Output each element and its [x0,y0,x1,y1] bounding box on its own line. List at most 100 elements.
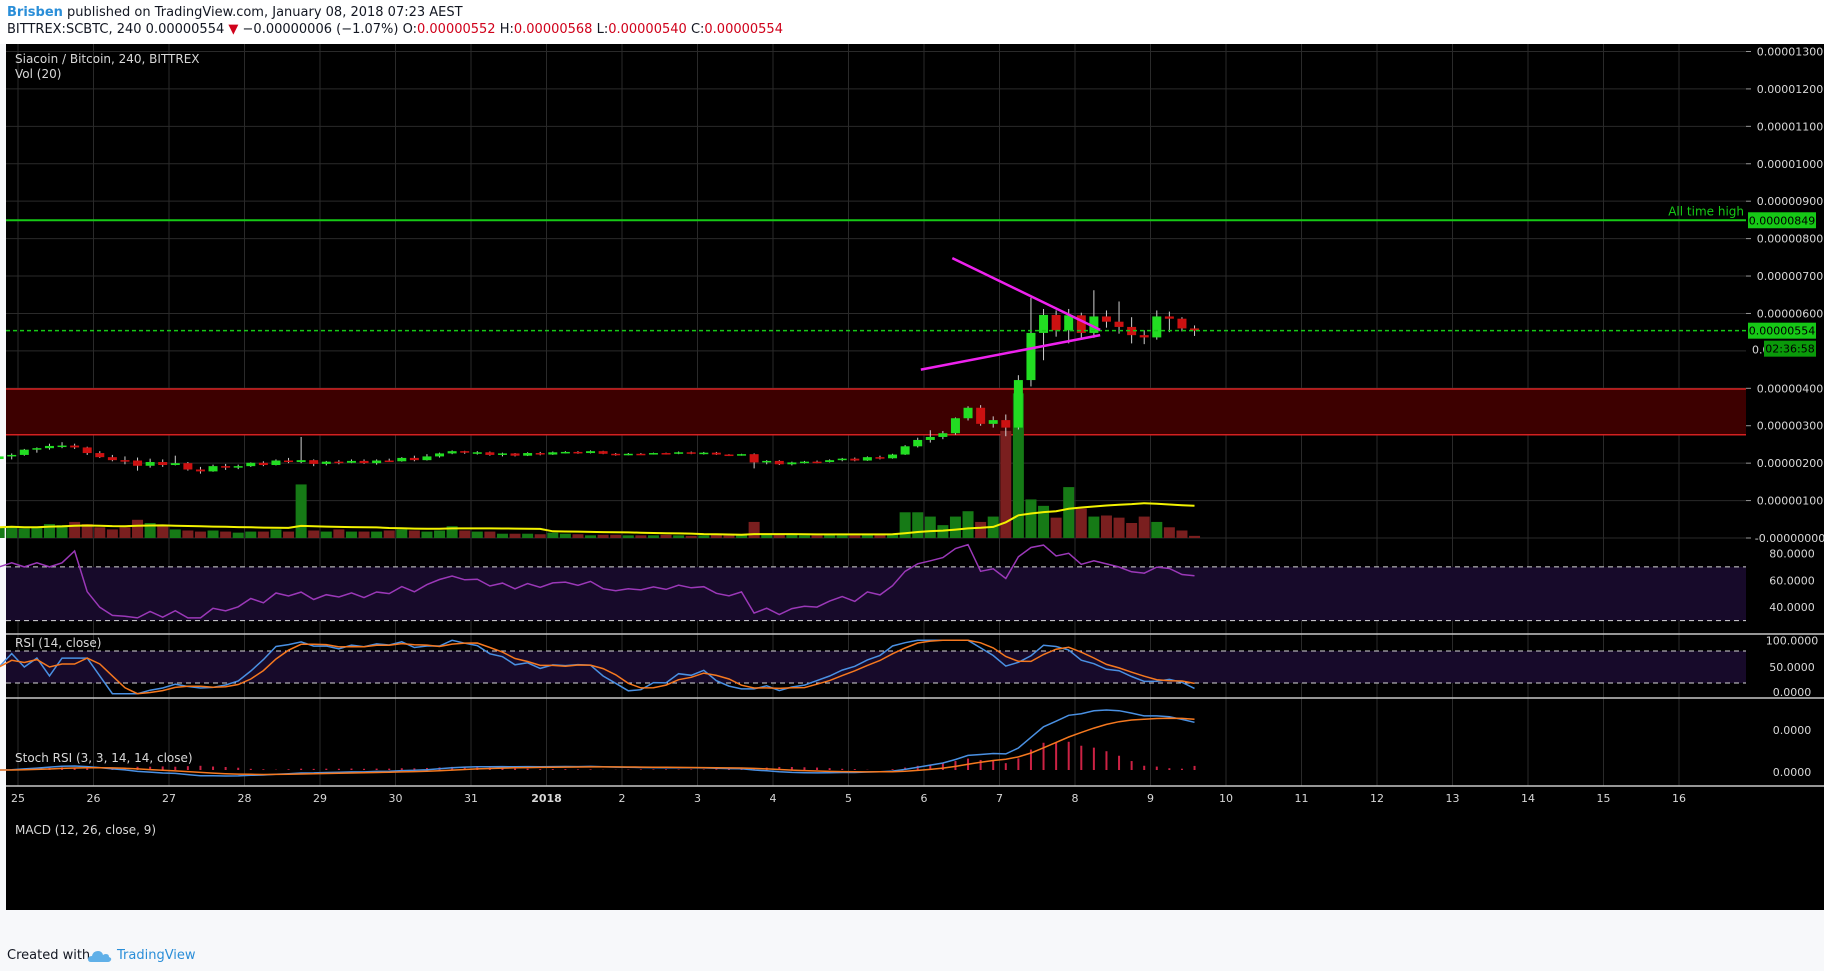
publish-info: Brisben published on TradingView.com, Ja… [7,5,463,20]
candle-body [825,460,835,463]
open-label: O: [402,22,417,37]
footer: Created with TradingView [0,940,1824,971]
volume-bar [1050,517,1062,538]
volume-ma-line [0,502,1195,536]
candle-body [409,457,419,461]
volume-bar [773,534,785,538]
time-tick-label: 3 [694,792,701,805]
candle-body [95,453,105,458]
candle-body [334,461,344,464]
candle-body [548,452,558,455]
candle-body [32,448,42,450]
volume-bar [484,531,496,538]
volume-bar [1025,499,1037,538]
candle-body [309,460,319,464]
volume-bar [962,511,974,538]
candle-body [258,462,268,466]
tradingview-link[interactable]: TradingView [117,948,196,963]
volume-bar [597,534,609,538]
chart-header: Brisben published on TradingView.com, Ja… [0,0,1824,44]
candle-body [246,462,256,467]
volume-bar [660,534,672,538]
time-tick-label: 25 [11,792,25,805]
countdown-box [1764,340,1816,357]
volume-bar [257,531,269,538]
price-tick-label: 0.00001100 [1757,120,1823,133]
time-tick-label: 29 [313,792,327,805]
price-tick-label: -0.00000000 [1755,532,1824,545]
candle-body [497,453,507,455]
high-value: 0.00000568 [513,22,593,37]
volume-bar [169,529,181,538]
volume-bar [1075,508,1087,538]
candle-body [636,453,646,456]
volume-bar [1163,527,1175,538]
high-label: H: [499,22,514,37]
volume-bar [559,533,571,538]
volume-bar [710,534,722,538]
candle-body [233,466,243,468]
candle-body [661,453,671,455]
price-tick-label: 0.00000200 [1757,457,1823,470]
volume-bar [1138,516,1150,538]
volume-bar [207,530,219,538]
candle-body [133,460,143,466]
volume-bar [358,531,370,538]
close-label: C: [690,22,705,37]
candle-body [485,452,495,455]
volume-bar [509,533,521,538]
price-chart[interactable]: All time high 0.000013000.000012000.0000… [0,44,1824,940]
resistance-zone [6,388,1746,436]
volume-bar [912,512,924,538]
volume-bar [194,531,206,538]
volume-bar [836,535,848,538]
volume-bar [69,521,81,538]
author-link[interactable]: Brisben [7,5,63,20]
rsi-tick-label: 40.0000 [1769,601,1815,614]
volume-bar [308,530,320,538]
time-tick-label: 4 [770,792,777,805]
time-tick-label: 26 [87,792,101,805]
volume-bar [975,521,987,538]
price-tick-label: 0.00000800 [1757,233,1823,246]
candle-body [749,454,759,463]
candle-body [447,451,457,454]
time-tick-label: 5 [845,792,852,805]
volume-bar [874,534,886,538]
candle-body [623,453,633,456]
volume-bar [434,530,446,538]
volume-bar [1176,530,1188,538]
candle-body [976,407,986,424]
candle-body [57,445,67,448]
volume-bar [534,534,546,538]
macd-tick-label: 0.0000 [1773,724,1812,737]
candle-body [271,460,281,466]
volume-bar [723,535,735,538]
candle-body [573,451,583,454]
candle-body [560,451,570,454]
candle-body [435,453,445,457]
candle-body [510,453,520,456]
candle-body [1139,335,1149,338]
candle-body [774,460,784,465]
price-tick-label: 0.00000300 [1757,420,1823,433]
volume-bar [673,535,685,538]
volume-bar [270,529,282,538]
tradingview-cloud-icon [88,951,112,962]
volume-bar [698,535,710,538]
volume-bar [81,524,93,538]
candle-body [711,452,721,455]
stoch-tick-label: 100.0000 [1766,634,1819,647]
volume-bar [283,531,295,538]
stoch-rsi-label: Stoch RSI (3, 3, 14, 14, close) [15,751,193,765]
volume-bar [446,526,458,538]
volume-bar [585,535,597,538]
candle-body [1164,316,1174,319]
candle-body [850,458,860,461]
candle-body [737,454,747,456]
macd-signal-line [0,717,1195,776]
candle-body [598,451,608,454]
candle-body [1114,321,1124,327]
volume-bar [182,530,194,538]
resistance-zone-fill [6,389,1746,435]
